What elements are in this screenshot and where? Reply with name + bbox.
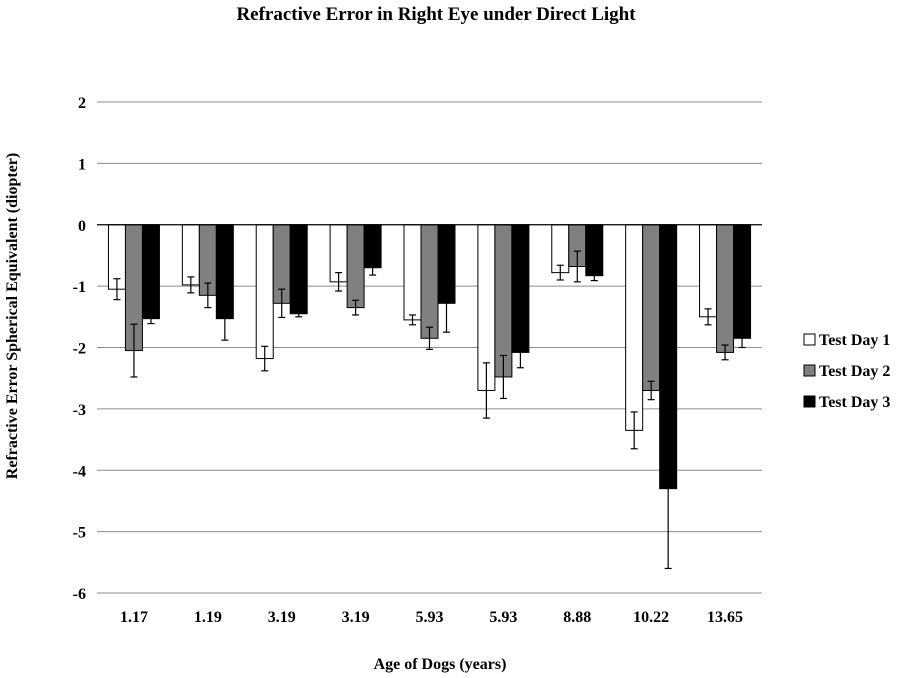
bar: [511, 224, 530, 353]
bar: [625, 224, 644, 431]
bar: [733, 224, 752, 339]
x-axis-title: Age of Dogs (years): [374, 656, 507, 673]
y-tick-label: -2: [73, 341, 86, 358]
bar: [642, 224, 661, 391]
y-tick-label: -6: [73, 586, 86, 603]
legend-label: Test Day 2: [819, 363, 890, 380]
bar: [255, 224, 274, 360]
legend-label: Test Day 1: [819, 332, 890, 349]
bar: [585, 224, 604, 277]
x-tick-label: 8.88: [563, 609, 591, 626]
x-tick-label: 1.19: [194, 609, 222, 626]
x-tick-label: 3.19: [342, 609, 370, 626]
x-tick-label: 1.17: [120, 609, 148, 626]
legend-swatch: [803, 333, 816, 346]
legend: Test Day 1 Test Day 2 Test Day 3: [803, 332, 890, 411]
chart-title: Refractive Error in Right Eye under Dire…: [236, 4, 636, 25]
bar: [346, 224, 365, 309]
y-tick-label: -1: [73, 279, 86, 296]
y-tick-label: -4: [73, 463, 86, 480]
bar: [699, 224, 718, 318]
x-tick-label: 10.22: [633, 609, 669, 626]
bar: [403, 224, 422, 321]
y-tick-label: 0: [78, 218, 86, 235]
x-tick-label: 3.19: [268, 609, 296, 626]
y-axis-ticks: 2 1 0 -1 -2 -3 -4 -5 -6: [73, 95, 86, 603]
x-tick-label: 5.93: [489, 609, 517, 626]
y-axis-title: Refractive Error Spherical Equivalent (d…: [4, 153, 21, 479]
bar: [716, 224, 735, 353]
x-tick-label: 13.65: [707, 609, 743, 626]
y-tick-label: -3: [73, 402, 86, 419]
bars: [107, 224, 752, 490]
legend-swatch: [803, 395, 816, 408]
error-bars: [113, 250, 746, 570]
x-tick-label: 5.93: [416, 609, 444, 626]
bar: [420, 224, 439, 339]
y-tick-label: -5: [73, 525, 86, 542]
x-axis-ticks: 1.17 1.19 3.19 3.19 5.93 5.93 8.88 10.22 13.65: [120, 609, 743, 626]
bar: [181, 224, 200, 286]
bar: [141, 224, 160, 320]
y-tick-label: 1: [78, 156, 86, 173]
bar: [494, 224, 513, 378]
bar: [289, 224, 308, 315]
legend-swatch: [803, 364, 816, 377]
legend-label: Test Day 3: [819, 394, 890, 411]
y-tick-label: 2: [78, 95, 86, 112]
